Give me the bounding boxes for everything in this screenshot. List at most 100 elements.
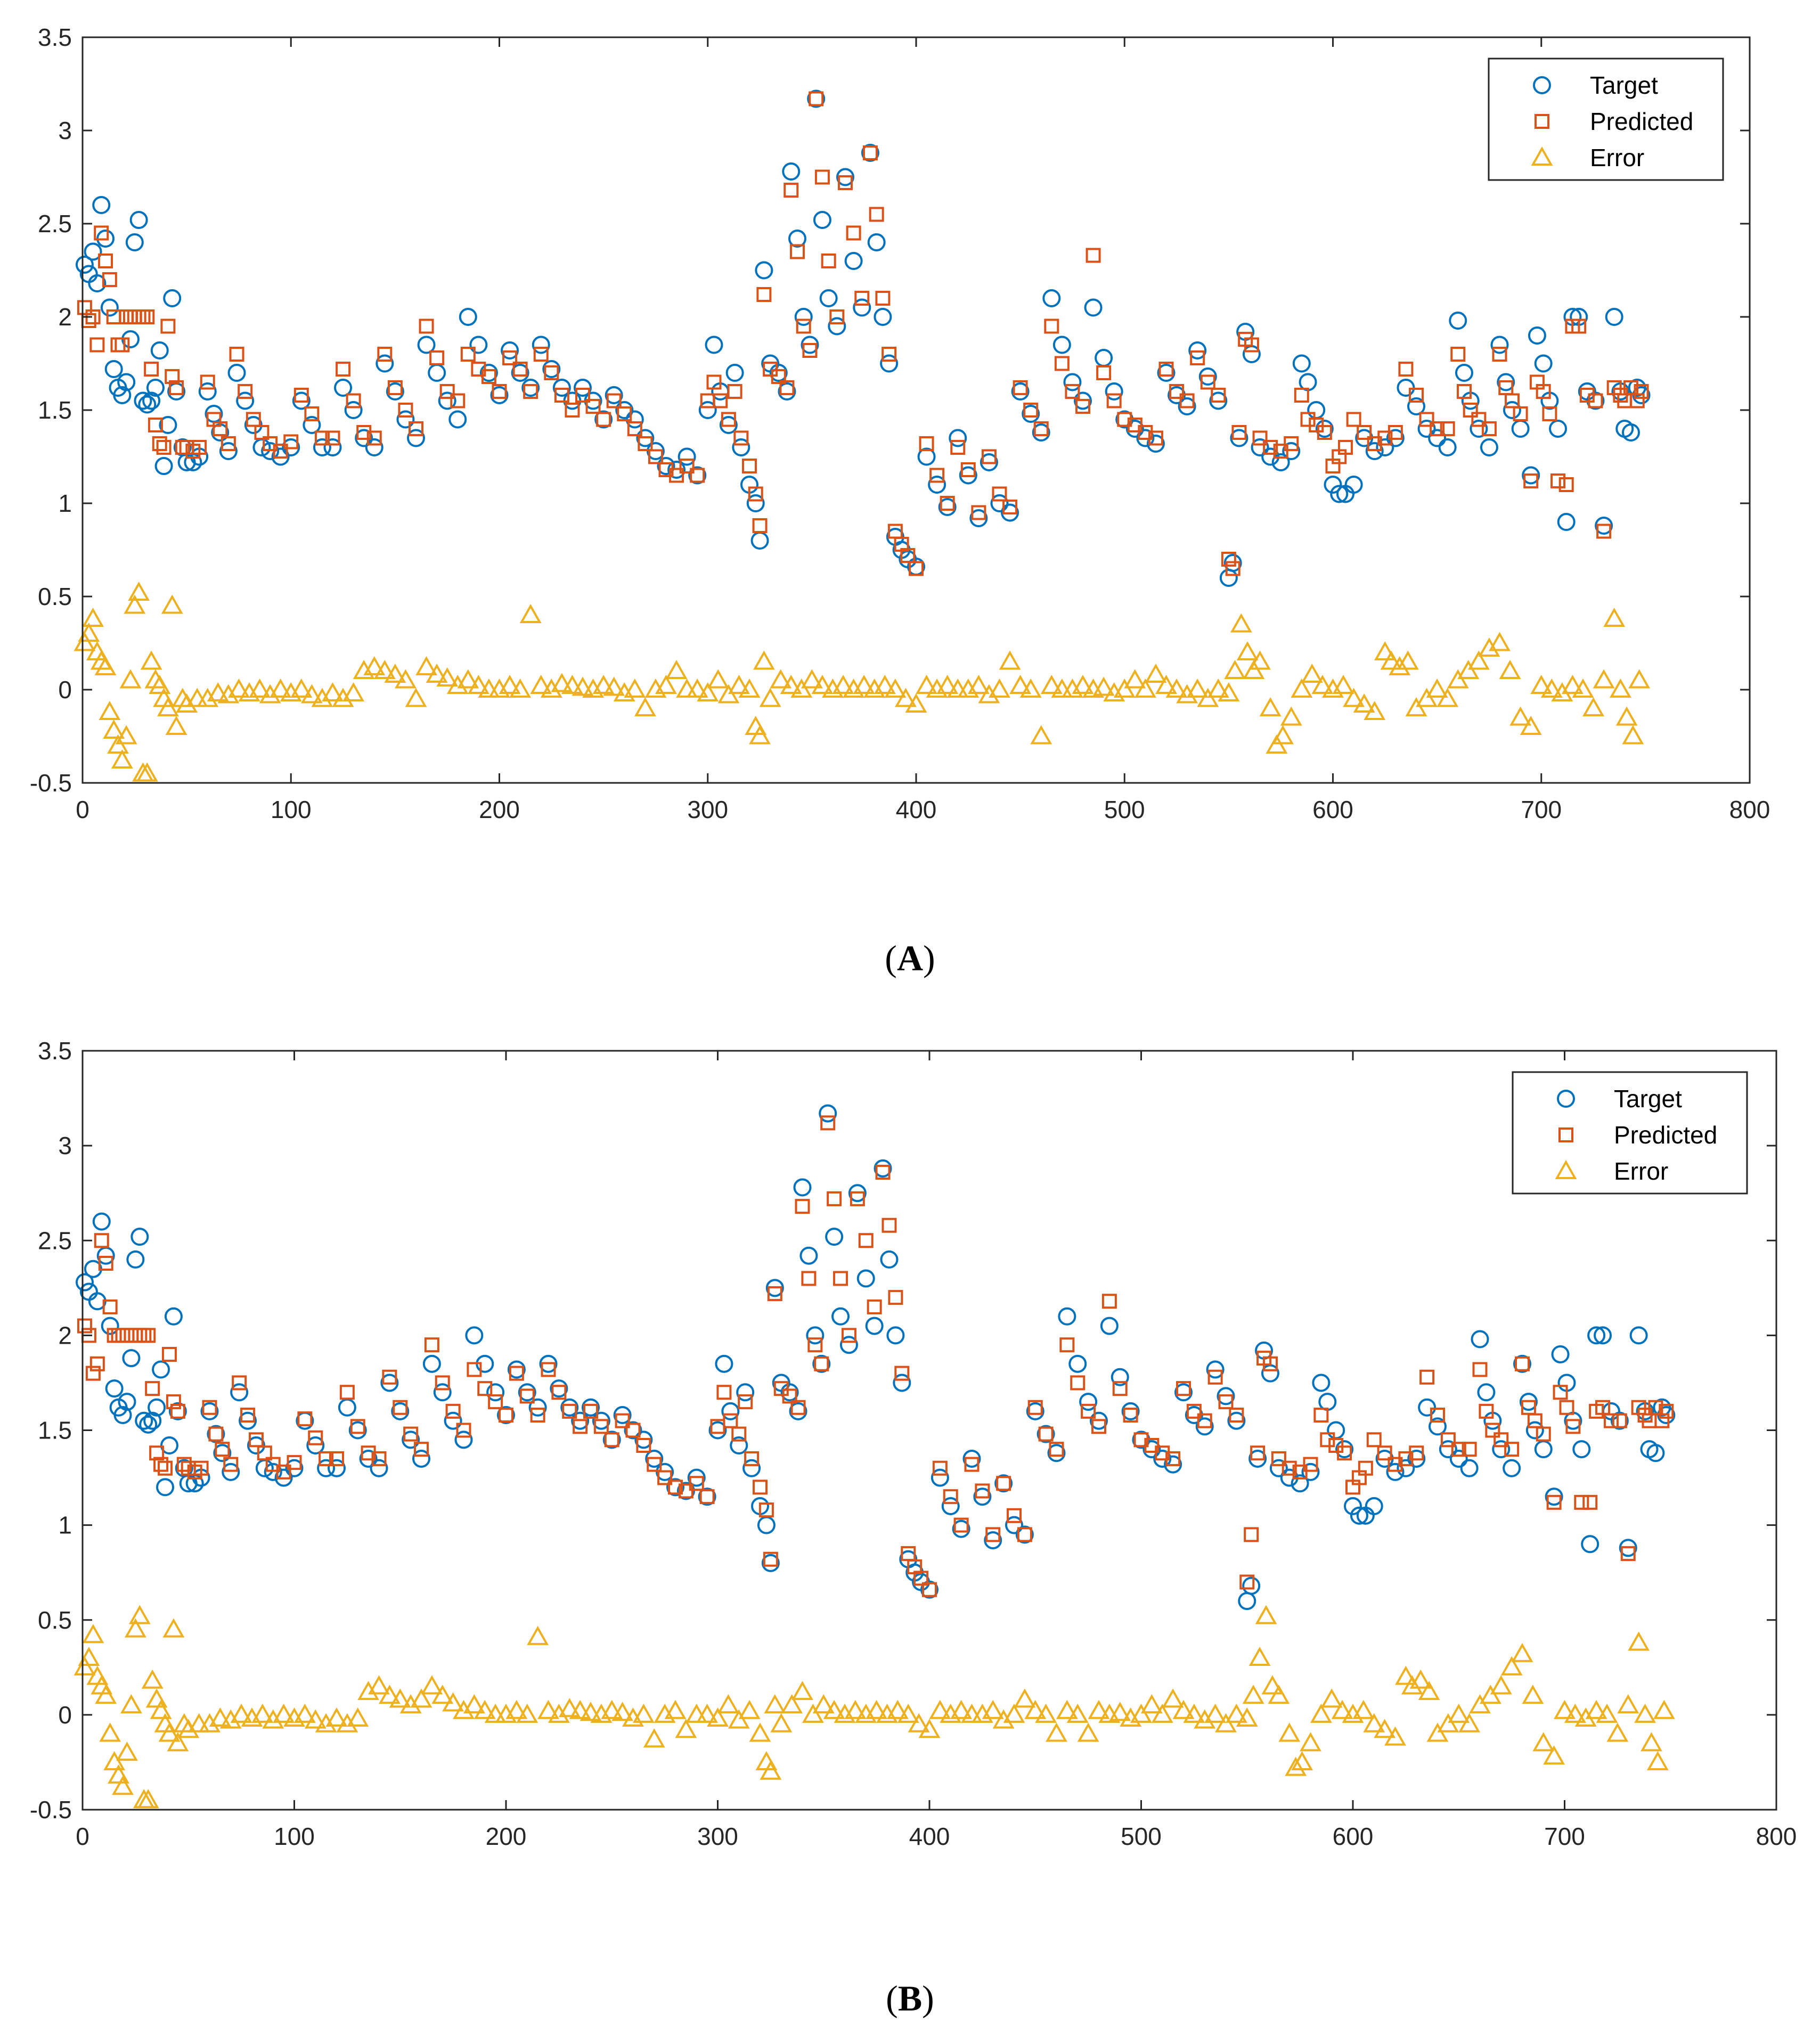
target-point [396,410,415,429]
error-point [315,1713,337,1732]
target-point [778,382,796,401]
target-point [1068,1354,1087,1373]
error-point [884,678,907,698]
target-point [1594,1326,1612,1345]
target-point [152,1360,170,1379]
predicted-point [1504,393,1520,408]
predicted-point [596,412,611,427]
target-point [355,429,373,447]
scatter-chart-b: 0 100 200 300 400 500 600 700 800-0.500.511.522.… [30,1037,1797,1850]
error-point [128,581,150,601]
error-point [1236,641,1259,660]
error-point [167,1732,189,1752]
predicted-point [922,1582,937,1597]
error-point [399,1694,422,1714]
error-point [832,674,854,694]
target-point [1386,429,1405,447]
error-point [961,1703,983,1723]
error-point [791,1681,813,1701]
predicted-point [604,1432,619,1448]
predicted-point [192,440,207,455]
error-point [436,667,459,686]
target-point [1125,420,1144,438]
predicted-point [706,374,722,390]
target-point [1058,1307,1076,1326]
error-point [108,1764,130,1784]
y-tick-label: 0 [58,1701,72,1729]
predicted-point [950,440,966,455]
predicted-point [1284,436,1299,451]
target-point [657,457,675,475]
error-point [764,1694,786,1714]
x-tick-label: 200 [486,1822,527,1850]
error-point [992,1709,1015,1729]
target-point [886,1326,905,1345]
error-point [219,1709,242,1729]
target-point [571,1411,590,1430]
predicted-point [1207,1369,1223,1385]
x-tick-label: 0 [76,796,89,823]
error-point [1019,678,1042,698]
error-point [336,1713,358,1732]
legend-box [1488,58,1724,181]
error-point [1285,1756,1307,1776]
error-point [548,1703,570,1723]
predicted-point [1112,1381,1128,1396]
predicted-point [867,1299,882,1314]
target-point [819,1104,837,1123]
predicted-point [102,272,117,287]
target-point [1223,554,1242,572]
target-point [990,494,1009,512]
x-tick-label: 700 [1521,796,1562,823]
error-point [1272,725,1294,745]
target-point [88,274,107,292]
target-point [135,1411,153,1430]
target-point [645,1449,664,1468]
error-point [1628,669,1651,689]
error-point [728,1709,750,1729]
error-point [1204,1703,1227,1723]
target-point [1079,1393,1098,1411]
error-point [1447,669,1469,689]
predicted-point [713,393,728,408]
predicted-point [1451,1442,1466,1457]
error-point [389,1688,411,1708]
target-point [552,379,571,397]
target-point [84,242,102,261]
target-point [725,364,744,382]
target-point [1503,1459,1521,1477]
predicted-point [1250,1445,1266,1461]
target-point [521,379,540,397]
target-point [292,391,311,410]
x-tick-label: 0 [76,1822,89,1850]
predicted-point [721,412,736,427]
target-point [391,1402,410,1420]
predicted-point [1558,477,1574,492]
target-point [1522,466,1540,485]
error-point [128,1605,151,1624]
predicted-point [1571,318,1587,334]
target-point [1471,1330,1489,1348]
predicted-point [795,1199,810,1214]
error-point [1499,659,1521,679]
error-point [801,669,823,689]
predicted-point [1409,1445,1424,1461]
predicted-point [846,225,861,241]
target-point [501,341,519,359]
predicted-point [229,347,244,362]
error-point [165,715,187,735]
predicted-point [403,1426,419,1442]
predicted-point [1634,384,1649,399]
target-point [532,336,550,354]
error-point [149,674,171,694]
predicted-point [562,1403,577,1419]
error-point [99,700,121,720]
target-point [1146,435,1165,453]
predicted-point [1239,1574,1255,1590]
predicted-point [1200,374,1215,390]
target-point [1001,503,1019,522]
target-point [282,438,300,456]
y-tick-label: 1 [58,1511,72,1539]
target-point [799,1246,818,1265]
predicted-point [1317,425,1332,440]
